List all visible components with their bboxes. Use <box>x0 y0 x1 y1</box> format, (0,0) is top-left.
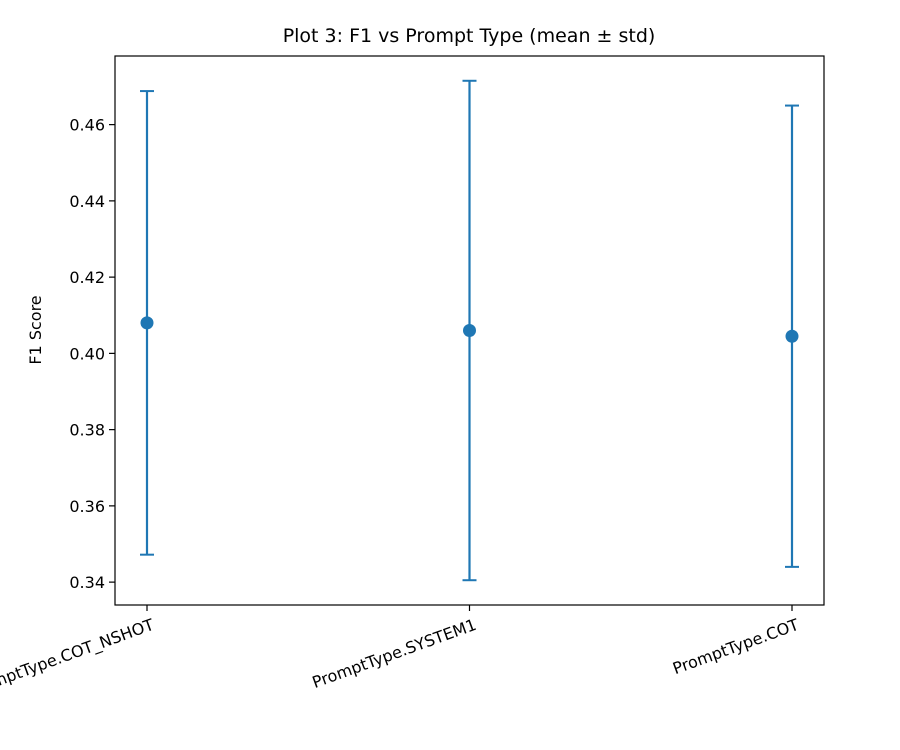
y-tick-label: 0.38 <box>69 421 105 440</box>
chart-title: Plot 3: F1 vs Prompt Type (mean ± std) <box>283 25 656 47</box>
y-tick-label: 0.42 <box>69 268 105 287</box>
y-tick-label: 0.44 <box>69 192 105 211</box>
y-tick-label: 0.34 <box>69 573 105 592</box>
y-axis-label: F1 Score <box>26 295 45 364</box>
mean-point <box>463 324 476 337</box>
plot-area: 0.34 0.36 0.38 0.40 0.42 0.44 0.46 PromptType.C… <box>0 55 825 701</box>
x-tick-label: PromptType.COT_NSHOT <box>0 615 157 701</box>
y-tick-label: 0.36 <box>69 497 105 516</box>
y-tick-label: 0.40 <box>69 344 105 363</box>
x-tick-label: PromptType.COT <box>670 615 801 678</box>
y-tick-label: 0.46 <box>69 116 105 135</box>
mean-point <box>785 329 799 343</box>
mean-point <box>140 316 154 330</box>
x-tick-label: PromptType.SYSTEM1 <box>310 615 479 692</box>
